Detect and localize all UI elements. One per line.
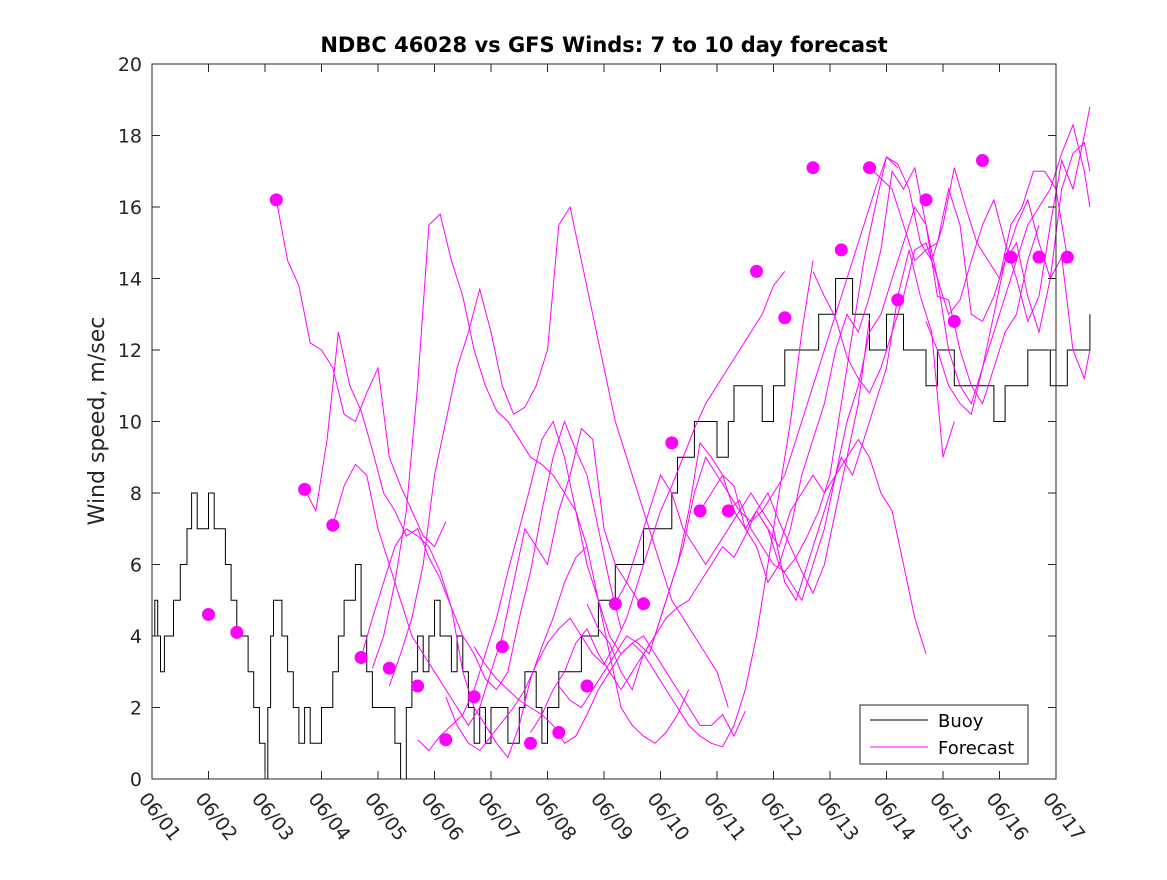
y-tick-label: 16: [118, 197, 142, 219]
forecast-marker: [495, 640, 509, 654]
y-tick-label: 8: [130, 483, 142, 505]
forecast-marker: [230, 625, 244, 639]
y-tick-label: 18: [118, 126, 142, 148]
forecast-marker: [552, 726, 566, 739]
forecast-marker: [269, 193, 283, 207]
forecast-line-1: [275, 199, 447, 548]
forecast-line-14: [699, 166, 1040, 584]
y-axis-label: Wind speed, m/sec: [85, 317, 110, 526]
forecast-line-11: [558, 156, 899, 709]
y-tick-label: 2: [130, 698, 142, 720]
legend-label-buoy: Buoy: [938, 711, 984, 732]
forecast-marker: [298, 482, 312, 496]
forecast-line-16: [756, 106, 1091, 602]
forecast-marker: [439, 733, 453, 747]
forecast-marker: [382, 661, 396, 675]
forecast-line-6: [388, 205, 729, 708]
forecast-line-4: [360, 420, 622, 691]
y-tick-label: 14: [118, 269, 142, 291]
forecast-marker: [1032, 250, 1046, 264]
chart-title: NDBC 46028 vs GFS Winds: 7 to 10 day for…: [320, 33, 887, 57]
forecast-line-2: [304, 331, 588, 759]
legend: Buoy Forecast: [859, 704, 1029, 765]
plot-area: [152, 106, 1091, 780]
forecast-marker: [863, 161, 876, 175]
forecast-marker: [806, 161, 820, 175]
y-tick-label: 6: [130, 555, 142, 577]
forecast-marker: [693, 504, 707, 518]
forecast-marker: [202, 608, 215, 621]
forecast-marker: [778, 311, 792, 325]
forecast-marker: [411, 679, 425, 693]
forecast-marker: [834, 243, 848, 257]
forecast-marker: [1060, 250, 1074, 264]
forecast-marker: [665, 436, 679, 450]
forecast-line-5: [371, 213, 690, 744]
forecast-marker: [947, 314, 961, 328]
y-tick-label: 10: [118, 412, 142, 434]
legend-box: [859, 704, 1029, 765]
forecast-marker: [891, 293, 905, 307]
y-tick-label: 20: [118, 54, 142, 76]
y-axis-ticks: 0 2 4 6 8 10 12 14 16 18 20: [118, 54, 1056, 791]
forecast-marker: [637, 597, 650, 611]
forecast-line-15: [727, 156, 1068, 573]
forecast-marker: [750, 264, 763, 278]
forecast-markers: [202, 154, 1074, 750]
forecast-line-17: [812, 123, 1091, 405]
forecast-marker: [608, 597, 622, 611]
forecast-marker: [721, 504, 735, 518]
forecast-marker: [1004, 250, 1018, 264]
forecast-line-18: [869, 167, 1091, 381]
forecast-marker: [354, 651, 368, 664]
forecast-line-10: [530, 317, 870, 733]
forecast-marker: [467, 690, 481, 704]
y-tick-label: 4: [130, 626, 142, 648]
forecast-marker: [524, 736, 537, 750]
forecast-line-3: [332, 427, 639, 727]
forecast-line-8: [445, 271, 786, 752]
forecast-marker: [976, 154, 989, 167]
forecast-marker: [919, 193, 933, 207]
forecast-marker: [580, 679, 594, 693]
y-tick-label: 12: [118, 340, 142, 362]
forecast-marker: [326, 518, 340, 532]
y-tick-label: 0: [130, 769, 142, 791]
legend-label-forecast: Forecast: [938, 738, 1014, 759]
